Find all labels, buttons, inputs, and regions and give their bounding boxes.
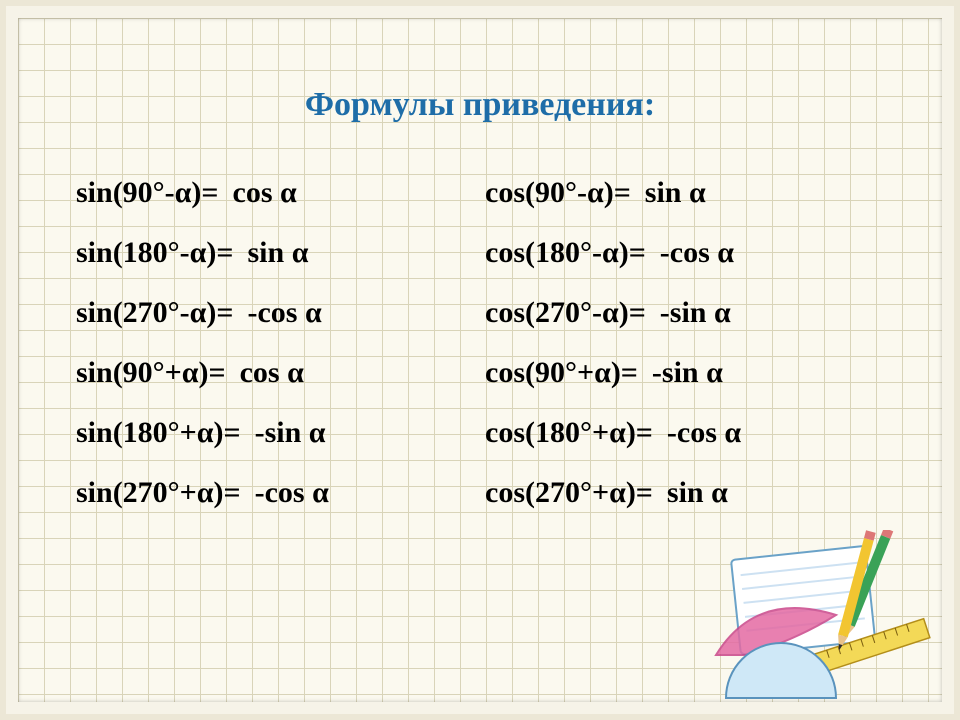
formula-row: sin(180°-α)= sin α bbox=[76, 236, 455, 270]
formula-rhs: -cos α bbox=[255, 476, 329, 510]
stationery-icon bbox=[696, 530, 936, 700]
formula-lhs: sin(90°-α)= bbox=[76, 176, 219, 210]
formula-row: cos(270°-α)= -sin α bbox=[485, 296, 864, 330]
formula-lhs: sin(270°+α)= bbox=[76, 476, 241, 510]
slide-frame: Формулы приведения: sin(90°-α)= cos α si… bbox=[0, 0, 960, 720]
formula-rhs: -cos α bbox=[248, 296, 322, 330]
formula-row: cos(90°+α)= -sin α bbox=[485, 356, 864, 390]
cos-column: cos(90°-α)= sin α cos(180°-α)= -cos α co… bbox=[485, 176, 864, 536]
formula-lhs: cos(180°-α)= bbox=[485, 236, 646, 270]
formula-rhs: sin α bbox=[667, 476, 728, 510]
formula-row: sin(270°+α)= -cos α bbox=[76, 476, 455, 510]
formula-lhs: cos(270°+α)= bbox=[485, 476, 653, 510]
formula-row: sin(180°+α)= -sin α bbox=[76, 416, 455, 450]
formula-lhs: cos(180°+α)= bbox=[485, 416, 653, 450]
formula-lhs: sin(270°-α)= bbox=[76, 296, 234, 330]
formula-rhs: -cos α bbox=[660, 236, 734, 270]
formula-rhs: -cos α bbox=[667, 416, 741, 450]
sin-column: sin(90°-α)= cos α sin(180°-α)= sin α sin… bbox=[76, 176, 455, 536]
formula-row: cos(180°-α)= -cos α bbox=[485, 236, 864, 270]
slide-title: Формулы приведения: bbox=[6, 86, 954, 124]
formula-rhs: cos α bbox=[233, 176, 297, 210]
formula-row: cos(270°+α)= sin α bbox=[485, 476, 864, 510]
formula-lhs: cos(90°+α)= bbox=[485, 356, 638, 390]
formula-row: sin(90°-α)= cos α bbox=[76, 176, 455, 210]
formula-columns: sin(90°-α)= cos α sin(180°-α)= sin α sin… bbox=[76, 176, 864, 536]
formula-row: sin(90°+α)= cos α bbox=[76, 356, 455, 390]
formula-lhs: cos(270°-α)= bbox=[485, 296, 646, 330]
formula-rhs: -sin α bbox=[255, 416, 326, 450]
formula-row: cos(180°+α)= -cos α bbox=[485, 416, 864, 450]
formula-lhs: sin(90°+α)= bbox=[76, 356, 226, 390]
formula-row: sin(270°-α)= -cos α bbox=[76, 296, 455, 330]
formula-rhs: -sin α bbox=[652, 356, 723, 390]
formula-rhs: -sin α bbox=[660, 296, 731, 330]
formula-rhs: cos α bbox=[240, 356, 304, 390]
formula-rhs: sin α bbox=[645, 176, 706, 210]
formula-lhs: sin(180°+α)= bbox=[76, 416, 241, 450]
formula-lhs: cos(90°-α)= bbox=[485, 176, 631, 210]
formula-row: cos(90°-α)= sin α bbox=[485, 176, 864, 210]
formula-rhs: sin α bbox=[248, 236, 309, 270]
formula-lhs: sin(180°-α)= bbox=[76, 236, 234, 270]
